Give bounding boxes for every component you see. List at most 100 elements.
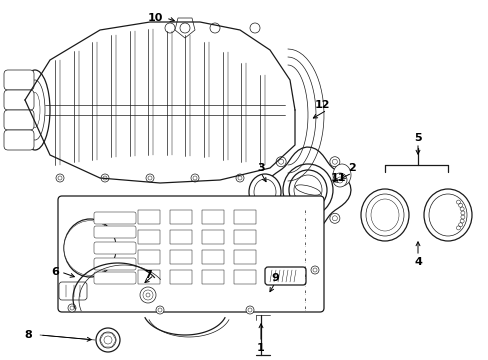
FancyBboxPatch shape <box>94 258 136 270</box>
Bar <box>138 250 160 264</box>
FancyBboxPatch shape <box>94 226 136 238</box>
Text: 1: 1 <box>257 343 264 353</box>
Circle shape <box>332 216 337 221</box>
Ellipse shape <box>423 189 471 241</box>
Ellipse shape <box>64 221 116 275</box>
Circle shape <box>68 304 76 312</box>
FancyBboxPatch shape <box>59 282 87 300</box>
Ellipse shape <box>64 219 116 277</box>
Bar <box>170 230 192 244</box>
Ellipse shape <box>365 194 403 236</box>
Circle shape <box>278 216 283 221</box>
Polygon shape <box>175 18 195 38</box>
Text: 5: 5 <box>413 133 421 143</box>
Text: 9: 9 <box>270 273 278 283</box>
Circle shape <box>209 23 220 33</box>
FancyBboxPatch shape <box>94 272 136 284</box>
Circle shape <box>96 328 120 352</box>
FancyBboxPatch shape <box>264 267 305 285</box>
Text: 11: 11 <box>329 173 345 183</box>
Ellipse shape <box>332 164 350 186</box>
Circle shape <box>104 336 112 344</box>
Circle shape <box>310 266 318 274</box>
Ellipse shape <box>253 179 275 205</box>
Bar <box>170 270 192 284</box>
Text: 7: 7 <box>144 270 152 280</box>
Bar <box>234 210 256 224</box>
Circle shape <box>236 174 244 182</box>
Circle shape <box>312 268 316 272</box>
Circle shape <box>332 159 337 164</box>
Bar <box>138 210 160 224</box>
Ellipse shape <box>295 185 320 195</box>
Ellipse shape <box>82 240 98 256</box>
Circle shape <box>249 23 260 33</box>
Bar <box>138 270 160 284</box>
Polygon shape <box>264 147 350 233</box>
FancyBboxPatch shape <box>94 212 136 224</box>
Circle shape <box>142 290 153 300</box>
Ellipse shape <box>76 233 104 263</box>
FancyBboxPatch shape <box>4 90 34 110</box>
FancyBboxPatch shape <box>94 242 136 254</box>
Circle shape <box>191 174 199 182</box>
Bar <box>138 230 160 244</box>
Circle shape <box>164 23 175 33</box>
Text: 4: 4 <box>413 257 421 267</box>
Ellipse shape <box>248 174 281 210</box>
Circle shape <box>100 332 116 348</box>
Circle shape <box>58 176 62 180</box>
Ellipse shape <box>30 93 40 127</box>
Bar <box>202 230 224 244</box>
Text: 2: 2 <box>347 163 355 173</box>
FancyBboxPatch shape <box>58 196 324 312</box>
Text: 10: 10 <box>147 13 163 23</box>
Circle shape <box>101 174 109 182</box>
Circle shape <box>329 213 339 223</box>
Circle shape <box>158 308 162 312</box>
Ellipse shape <box>428 194 466 236</box>
Circle shape <box>70 306 74 310</box>
Circle shape <box>238 176 242 180</box>
Circle shape <box>193 176 197 180</box>
Circle shape <box>336 177 342 183</box>
Ellipse shape <box>293 175 321 205</box>
Bar <box>202 270 224 284</box>
Text: 8: 8 <box>24 330 32 340</box>
Circle shape <box>332 173 346 187</box>
Ellipse shape <box>370 199 398 231</box>
Circle shape <box>140 287 156 303</box>
Circle shape <box>146 174 154 182</box>
Bar <box>170 250 192 264</box>
Text: 6: 6 <box>51 267 59 277</box>
Ellipse shape <box>70 227 110 269</box>
Circle shape <box>103 176 107 180</box>
Circle shape <box>146 293 150 297</box>
FancyBboxPatch shape <box>4 110 34 130</box>
Ellipse shape <box>288 170 326 210</box>
Text: 3: 3 <box>257 163 264 173</box>
Ellipse shape <box>25 80 45 140</box>
Ellipse shape <box>70 225 110 271</box>
Circle shape <box>276 213 285 223</box>
Bar <box>234 230 256 244</box>
Bar <box>202 250 224 264</box>
Circle shape <box>276 157 285 167</box>
FancyBboxPatch shape <box>4 70 34 90</box>
Bar <box>170 210 192 224</box>
Circle shape <box>148 176 152 180</box>
Bar <box>234 250 256 264</box>
Circle shape <box>245 306 253 314</box>
Ellipse shape <box>360 189 408 241</box>
Bar <box>202 210 224 224</box>
Ellipse shape <box>283 164 332 216</box>
Circle shape <box>56 174 64 182</box>
Circle shape <box>180 23 190 33</box>
Text: 12: 12 <box>314 100 329 110</box>
Circle shape <box>329 157 339 167</box>
FancyBboxPatch shape <box>4 130 34 150</box>
Ellipse shape <box>20 70 50 150</box>
Circle shape <box>278 159 283 164</box>
Bar <box>234 270 256 284</box>
Circle shape <box>156 306 163 314</box>
